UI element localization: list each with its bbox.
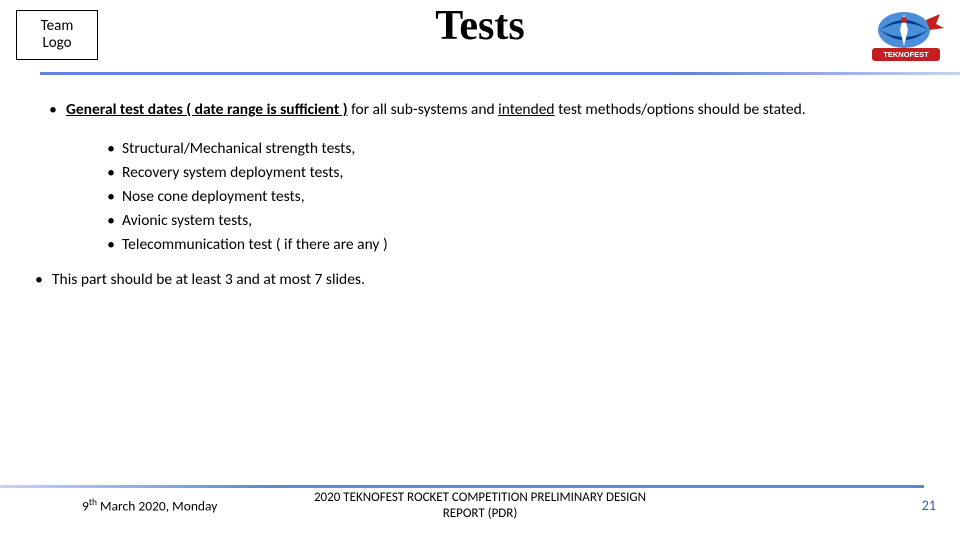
text-underline: intended (498, 100, 554, 119)
list-item: •Nose cone deployment tests, (100, 187, 930, 208)
svg-text:TEKNOFEST: TEKNOFEST (883, 50, 929, 59)
header-divider (40, 72, 960, 75)
list-item: •Structural/Mechanical strength tests, (100, 139, 930, 160)
text-underline-bold: General test dates ( date range is suffi… (66, 100, 348, 119)
sub-bullet-list: •Structural/Mechanical strength tests, •R… (100, 139, 930, 256)
slide-footer: 9th March 2020, Monday 2020 TEKNOFEST RO… (0, 484, 960, 532)
teknofest-logo: TEKNOFEST (866, 6, 946, 64)
footer-center-text: 2020 TEKNOFEST ROCKET COMPETITION PRELIM… (0, 490, 960, 523)
slide-title: Tests (0, 2, 960, 50)
slide-body: • General test dates ( date range is suf… (40, 100, 930, 290)
list-item: •Telecommunication test ( if there are a… (100, 235, 930, 256)
page-number: 21 (922, 497, 936, 514)
bullet-final-note: • This part should be at least 3 and at … (26, 270, 930, 291)
bullet-main: • General test dates ( date range is suf… (40, 100, 930, 121)
slide-header: Team Logo Tests TEKNOFEST (0, 0, 960, 78)
slide: Team Logo Tests TEKNOFEST • General test… (0, 0, 960, 540)
list-item: •Avionic system tests, (100, 211, 930, 232)
list-item: •Recovery system deployment tests, (100, 163, 930, 184)
